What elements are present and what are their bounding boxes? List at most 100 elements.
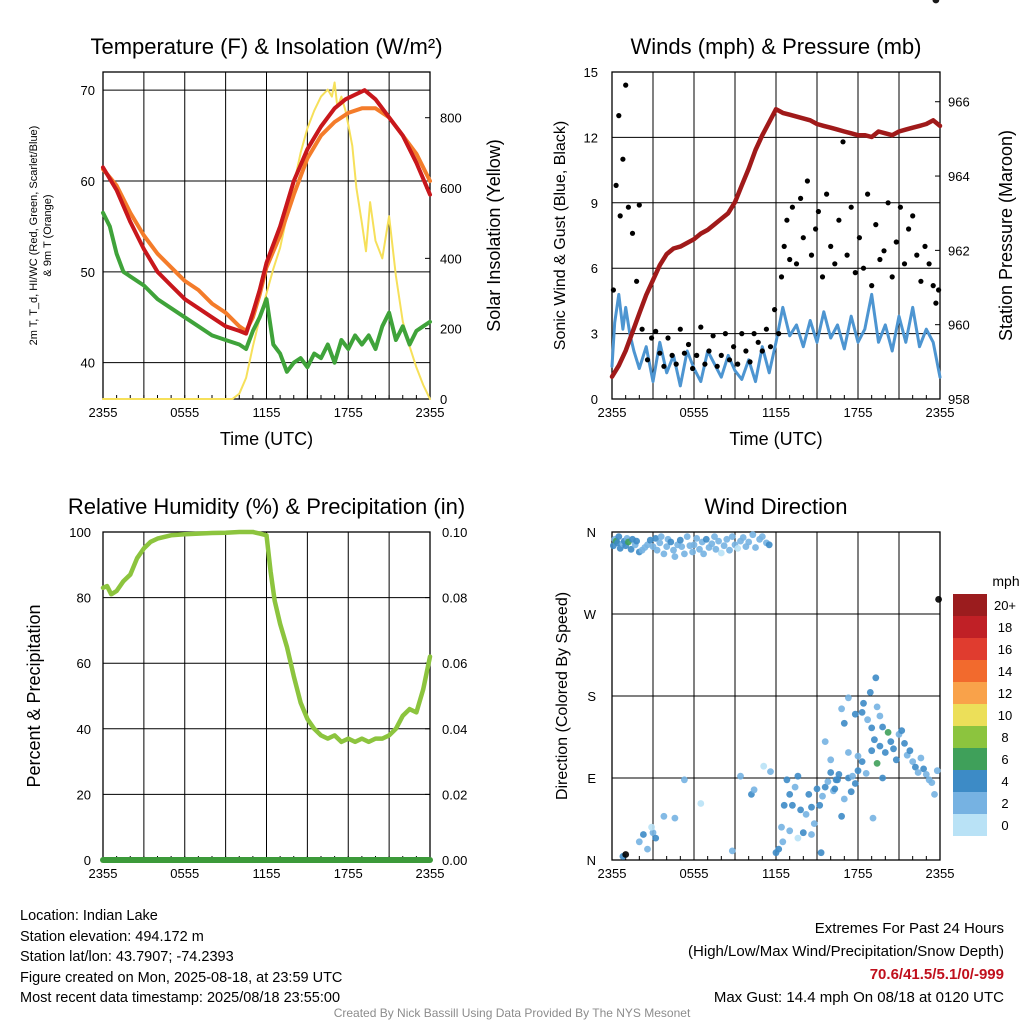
direction-point	[749, 531, 757, 539]
station-latlon: Station lat/lon: 43.7907; -74.2393	[20, 949, 234, 965]
chart-panel-2: 2355 0555 1155 1755 2355 Winds (mph) & Pressu…	[552, 34, 1016, 449]
y-tick-label: 6	[591, 261, 598, 276]
direction-point	[649, 829, 657, 837]
y2-tick-label: 958	[948, 392, 970, 407]
gust-point	[860, 265, 867, 271]
direction-point	[912, 763, 919, 771]
gust-point	[743, 348, 749, 354]
extremes-title: Extremes For Past 24 Hours	[814, 920, 1004, 937]
colorbar-swatch	[953, 814, 987, 836]
gust-point	[625, 204, 632, 210]
pressure-line	[609, 106, 943, 379]
direction-point	[845, 694, 852, 702]
direction-point	[819, 792, 826, 800]
x-tick-label: 2355	[89, 866, 118, 881]
direction-point	[720, 542, 728, 550]
x-tick-label: 2355	[89, 405, 118, 420]
gust-point	[873, 222, 879, 228]
gust-point	[918, 278, 924, 284]
direction-point	[851, 710, 859, 718]
direction-point	[876, 712, 884, 720]
chart-panel-1: 2355 0555 1155 1755 2355 Temperature (F) & In…	[28, 34, 504, 449]
x-tick-label: 1755	[334, 866, 363, 881]
direction-point	[697, 800, 705, 807]
gust-point	[747, 359, 753, 365]
colorbar-label: 6	[1001, 752, 1008, 767]
gust-point	[848, 204, 854, 210]
direction-point	[873, 703, 881, 711]
y-tick-label: E	[587, 771, 596, 786]
direction-point	[866, 689, 874, 696]
direction-point	[671, 553, 679, 560]
direction-point	[653, 546, 661, 554]
direction-point	[840, 719, 848, 727]
gust-point	[781, 243, 787, 249]
gust-point	[726, 357, 733, 363]
y-tick-label: 50	[81, 265, 95, 280]
direction-point	[813, 785, 821, 793]
gust-point	[634, 278, 640, 284]
gust-point	[926, 261, 932, 267]
direction-point	[892, 756, 900, 764]
x-tick-label: 0555	[680, 866, 709, 881]
colorbar-swatch	[953, 660, 987, 682]
gust-point	[665, 335, 671, 341]
direction-point	[851, 780, 859, 787]
chart-panel-3: 2355 0555 1155 1755 2355 Relative Humidity (%…	[24, 494, 467, 881]
gust-point	[804, 178, 811, 184]
direction-point	[789, 801, 796, 809]
direction-point	[849, 772, 856, 780]
gust-point	[694, 352, 700, 358]
direction-point	[737, 772, 744, 780]
colorbar-swatch	[953, 770, 987, 792]
colorbar-label: 14	[998, 664, 1012, 679]
direction-point	[872, 674, 880, 682]
colorbar-swatch	[953, 638, 987, 660]
colorbar-label: 8	[1001, 730, 1008, 745]
direction-point	[901, 740, 908, 747]
gust-point	[784, 217, 790, 223]
x-tick-label: 2355	[598, 866, 627, 881]
y2-tick-label: 964	[948, 169, 970, 184]
direction-point	[726, 546, 733, 554]
y-tick-label: 0	[84, 853, 91, 868]
x-tick-label: 1755	[844, 405, 873, 420]
y2-tick-label: 0.02	[442, 787, 467, 802]
gust-point	[789, 204, 796, 210]
gust-point	[759, 348, 765, 354]
station-info: Location: Indian Lake Station elevation:…	[20, 906, 342, 1009]
direction-point	[847, 788, 855, 796]
gust-point	[616, 113, 622, 119]
gust-point	[906, 226, 912, 232]
direction-point	[873, 760, 881, 767]
gust-point	[800, 235, 806, 241]
direction-point	[864, 716, 871, 724]
direction-point	[834, 776, 841, 784]
wind-speed-line	[610, 292, 942, 388]
direction-point	[739, 534, 747, 541]
direction-point	[752, 544, 759, 551]
colorbar-swatch	[953, 594, 987, 616]
direction-point	[723, 535, 731, 543]
direction-point	[786, 791, 794, 798]
y-tick-label: 60	[77, 656, 91, 671]
y-tick-label: 3	[591, 327, 598, 342]
gust-point	[819, 274, 826, 280]
colorbar-swatch	[953, 616, 987, 638]
direction-point	[760, 762, 768, 770]
direction-point	[758, 533, 766, 540]
x-tick-label: 1155	[253, 866, 281, 881]
direction-point	[917, 754, 925, 762]
gust-point	[889, 274, 895, 280]
y2-tick-label: 600	[440, 181, 462, 196]
direction-point	[838, 812, 845, 820]
direction-point	[808, 831, 815, 838]
gust-point	[832, 261, 838, 267]
direction-point	[652, 834, 660, 842]
gust-point	[698, 324, 704, 330]
colorbar-swatch	[953, 748, 987, 770]
direction-point	[791, 783, 799, 791]
y-tick-label: 12	[584, 130, 598, 145]
x-tick-label: 2355	[416, 405, 445, 420]
direction-point	[817, 849, 825, 857]
